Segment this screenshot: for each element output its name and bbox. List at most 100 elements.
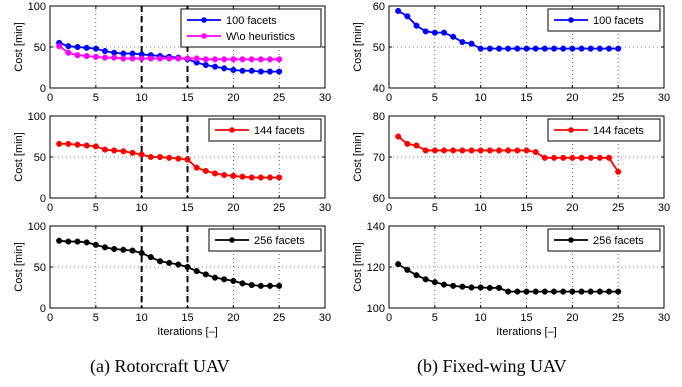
data-point — [276, 174, 283, 181]
data-point — [230, 172, 237, 179]
data-point — [596, 45, 603, 52]
data-point — [257, 174, 264, 181]
data-point — [514, 45, 521, 52]
data-point — [532, 288, 539, 295]
data-point — [193, 164, 200, 171]
data-point — [74, 141, 81, 148]
data-point — [596, 288, 603, 295]
data-point — [578, 154, 585, 161]
data-point — [541, 45, 548, 52]
data-point — [523, 45, 530, 52]
x-tick-label: 30 — [319, 312, 331, 324]
data-point — [495, 284, 503, 291]
x-tick-label: 5 — [432, 312, 438, 324]
data-point — [560, 154, 567, 161]
legend-label: 144 facets — [254, 125, 305, 137]
x-tick-label: 25 — [612, 312, 624, 324]
data-point — [83, 142, 90, 149]
data-point — [569, 288, 576, 295]
data-point — [175, 261, 182, 268]
data-point — [413, 22, 420, 29]
legend-swatch-marker — [229, 127, 235, 133]
data-point — [266, 68, 274, 75]
data-point — [166, 154, 173, 161]
x-tick-label: 15 — [181, 312, 193, 324]
data-point — [156, 55, 164, 62]
x-tick-label: 0 — [47, 92, 53, 104]
data-point — [221, 276, 228, 283]
data-point — [257, 68, 264, 75]
data-point — [211, 170, 219, 177]
data-point — [468, 147, 475, 154]
legend-label: 256 facets — [593, 235, 644, 247]
data-point — [605, 154, 613, 161]
legend-swatch-marker — [568, 127, 574, 133]
x-tick-label: 10 — [475, 202, 487, 214]
x-tick-label: 10 — [475, 92, 487, 104]
data-point — [459, 283, 466, 290]
data-point — [431, 279, 438, 286]
data-point — [578, 45, 585, 52]
data-point — [120, 246, 127, 253]
data-point — [193, 268, 200, 275]
data-point — [129, 55, 136, 62]
data-point — [74, 238, 81, 245]
data-point — [560, 45, 567, 52]
x-tick-label: 25 — [612, 202, 624, 214]
data-point — [239, 173, 246, 180]
data-point — [248, 56, 255, 63]
data-point — [486, 284, 493, 291]
data-point — [395, 7, 402, 14]
data-point — [404, 13, 411, 20]
x-tick-label: 10 — [475, 312, 487, 324]
data-point — [615, 168, 622, 175]
data-point — [541, 154, 548, 161]
axes-frame — [388, 225, 665, 309]
data-point — [92, 241, 99, 248]
x-tick-label: 25 — [273, 312, 285, 324]
data-point — [147, 55, 154, 62]
legend-box — [547, 8, 661, 32]
data-point — [111, 245, 118, 253]
y-axis-label: Cost [min] — [13, 242, 25, 292]
data-point — [413, 142, 420, 149]
data-point — [56, 237, 63, 244]
data-point — [605, 288, 613, 295]
x-tick-label: 20 — [566, 312, 578, 324]
data-point — [202, 56, 209, 63]
data-point — [468, 40, 475, 47]
y-axis-label: Cost [min] — [352, 132, 364, 182]
data-point — [129, 247, 136, 254]
data-point — [83, 44, 90, 51]
data-point — [596, 154, 603, 161]
data-point — [523, 147, 530, 154]
data-point — [505, 288, 512, 295]
data-point — [120, 148, 127, 155]
legend-swatch-marker — [568, 17, 574, 23]
y-axis-label: Cost [min] — [352, 242, 364, 292]
data-point — [202, 271, 209, 278]
x-tick-label: 0 — [386, 312, 392, 324]
axes-frame — [49, 225, 326, 309]
data-point — [477, 147, 484, 154]
data-point — [175, 55, 182, 62]
x-tick-label: 5 — [93, 92, 99, 104]
x-tick-label: 0 — [47, 312, 53, 324]
data-point — [459, 39, 466, 46]
y-tick-label: 0 — [40, 83, 46, 95]
y-tick-label: 0 — [40, 303, 46, 315]
y-axis-label: Cost [min] — [13, 22, 25, 72]
data-point — [532, 149, 539, 156]
data-point — [184, 263, 191, 271]
data-point — [156, 153, 164, 161]
data-point — [156, 258, 164, 265]
data-point — [440, 281, 448, 288]
data-point — [239, 280, 246, 287]
x-tick-label: 15 — [181, 92, 193, 104]
data-point — [239, 56, 246, 63]
data-point — [440, 29, 448, 36]
x-tick-label: 0 — [47, 202, 53, 214]
data-point — [422, 276, 429, 283]
data-point — [101, 244, 109, 251]
